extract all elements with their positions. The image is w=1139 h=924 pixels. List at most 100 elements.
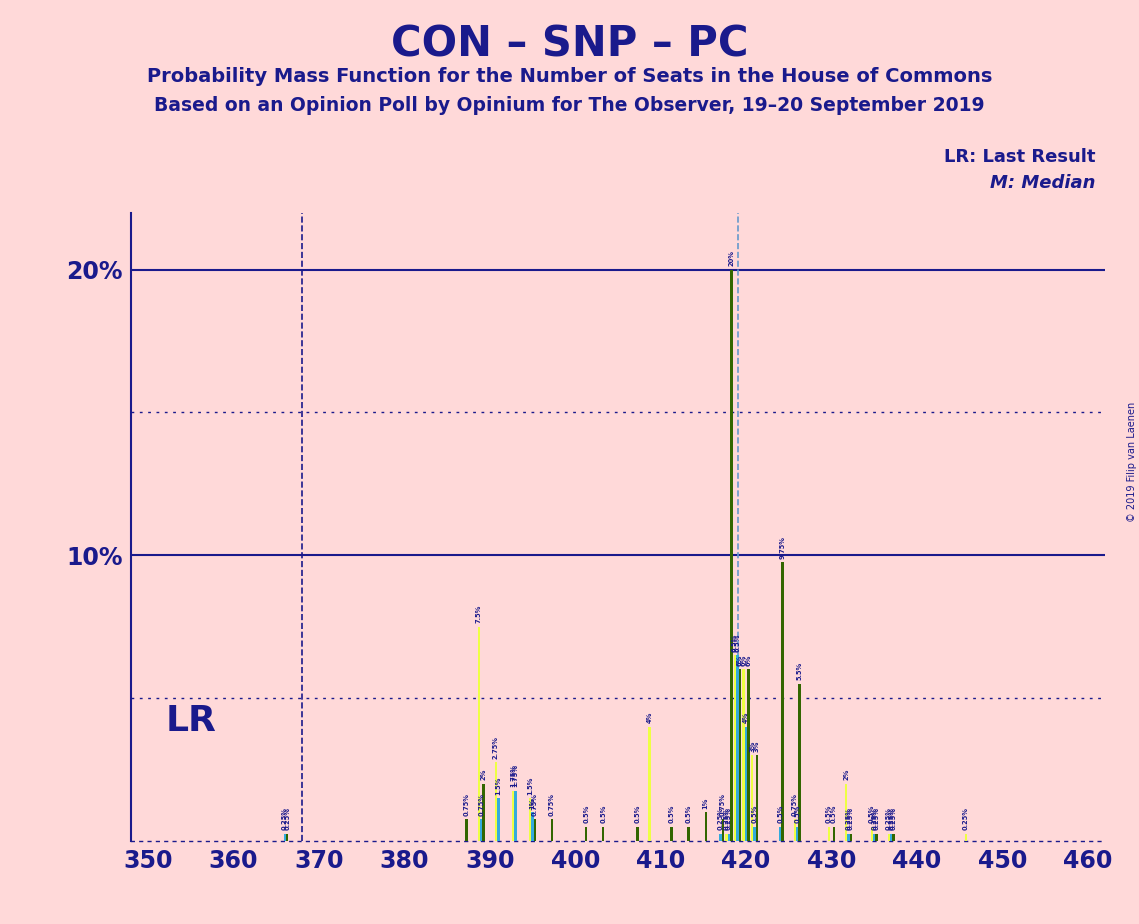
Text: 0.25%: 0.25% — [847, 808, 854, 831]
Text: 0.25%: 0.25% — [845, 808, 852, 831]
Bar — [751, 755, 753, 841]
Text: CON – SNP – PC: CON – SNP – PC — [391, 23, 748, 65]
Text: 0.75%: 0.75% — [464, 793, 469, 816]
Bar — [828, 827, 830, 841]
Text: 5.5%: 5.5% — [796, 663, 803, 680]
Text: © 2019 Filip van Laenen: © 2019 Filip van Laenen — [1126, 402, 1137, 522]
Bar — [779, 827, 781, 841]
Bar — [528, 798, 531, 841]
Text: 0.5%: 0.5% — [830, 805, 837, 823]
Bar — [798, 684, 801, 841]
Text: 0.5%: 0.5% — [686, 805, 691, 823]
Text: 0.25%: 0.25% — [891, 808, 896, 831]
Text: 2%: 2% — [843, 769, 850, 780]
Text: 1%: 1% — [530, 797, 535, 808]
Bar — [722, 820, 724, 841]
Text: 0.5%: 0.5% — [634, 805, 640, 823]
Text: 4%: 4% — [743, 711, 749, 723]
Text: 9.75%: 9.75% — [779, 536, 786, 559]
Bar — [781, 563, 784, 841]
Bar — [688, 827, 690, 841]
Text: 0.5%: 0.5% — [777, 805, 784, 823]
Text: 1.5%: 1.5% — [495, 776, 501, 795]
Bar — [890, 833, 893, 841]
Bar — [850, 833, 852, 841]
Bar — [730, 270, 732, 841]
Text: 0.75%: 0.75% — [720, 793, 726, 816]
Text: 0.5%: 0.5% — [583, 805, 589, 823]
Text: 6.5%: 6.5% — [735, 633, 740, 651]
Bar — [753, 827, 756, 841]
Text: 0.25%: 0.25% — [871, 808, 877, 831]
Bar — [585, 827, 588, 841]
Bar — [726, 833, 728, 841]
Bar — [794, 820, 796, 841]
Text: 0.25%: 0.25% — [962, 808, 969, 831]
Text: LR: Last Result: LR: Last Result — [944, 148, 1096, 165]
Text: 0.25%: 0.25% — [281, 808, 288, 831]
Text: 0.5%: 0.5% — [752, 805, 757, 823]
Text: 0.25%: 0.25% — [726, 808, 732, 831]
Text: 0.5%: 0.5% — [826, 805, 833, 823]
Bar — [551, 820, 554, 841]
Bar — [648, 726, 650, 841]
Text: 0.25%: 0.25% — [888, 808, 894, 831]
Bar — [736, 655, 739, 841]
Bar — [466, 820, 468, 841]
Text: 1.75%: 1.75% — [510, 764, 516, 787]
Bar — [870, 827, 872, 841]
Bar — [734, 655, 736, 841]
Text: 7.5%: 7.5% — [476, 605, 482, 623]
Text: 2.75%: 2.75% — [493, 736, 499, 759]
Text: 0.25%: 0.25% — [886, 808, 892, 831]
Text: 4%: 4% — [647, 711, 653, 723]
Bar — [637, 827, 639, 841]
Bar — [745, 726, 747, 841]
Text: M: Median: M: Median — [990, 174, 1096, 191]
Text: 6.5%: 6.5% — [732, 633, 738, 651]
Bar — [887, 833, 890, 841]
Text: 0.25%: 0.25% — [718, 808, 723, 831]
Bar — [893, 833, 895, 841]
Text: 3%: 3% — [749, 740, 755, 752]
Bar — [531, 812, 534, 841]
Bar — [796, 827, 798, 841]
Bar — [719, 833, 722, 841]
Text: 6%: 6% — [740, 655, 747, 666]
Bar — [833, 827, 835, 841]
Text: 20%: 20% — [728, 250, 735, 266]
Bar — [739, 670, 741, 841]
Text: 1.75%: 1.75% — [513, 764, 518, 787]
Bar — [514, 791, 517, 841]
Text: Based on an Opinion Poll by Opinium for The Observer, 19–20 September 2019: Based on an Opinion Poll by Opinium for … — [154, 96, 985, 116]
Bar — [965, 833, 967, 841]
Bar — [286, 833, 288, 841]
Text: 0.25%: 0.25% — [284, 808, 290, 831]
Bar — [728, 833, 730, 841]
Text: Probability Mass Function for the Number of Seats in the House of Commons: Probability Mass Function for the Number… — [147, 67, 992, 86]
Bar — [477, 626, 480, 841]
Bar — [671, 827, 673, 841]
Text: 0.5%: 0.5% — [669, 805, 674, 823]
Text: 0.5%: 0.5% — [869, 805, 875, 823]
Text: 1%: 1% — [703, 797, 708, 808]
Bar — [845, 784, 847, 841]
Bar — [284, 833, 286, 841]
Text: 0.75%: 0.75% — [792, 793, 798, 816]
Text: 2%: 2% — [481, 769, 486, 780]
Text: 0.25%: 0.25% — [723, 808, 730, 831]
Bar — [534, 820, 536, 841]
Text: 1.5%: 1.5% — [527, 776, 533, 795]
Bar — [494, 762, 497, 841]
Text: 6%: 6% — [745, 655, 752, 666]
Text: 3%: 3% — [754, 740, 760, 752]
Text: 6%: 6% — [737, 655, 743, 666]
Bar — [705, 812, 707, 841]
Text: 0.75%: 0.75% — [532, 793, 538, 816]
Text: 0.75%: 0.75% — [549, 793, 555, 816]
Bar — [743, 670, 745, 841]
Text: LR: LR — [165, 704, 216, 738]
Bar — [847, 833, 850, 841]
Bar — [480, 820, 483, 841]
Bar — [497, 798, 500, 841]
